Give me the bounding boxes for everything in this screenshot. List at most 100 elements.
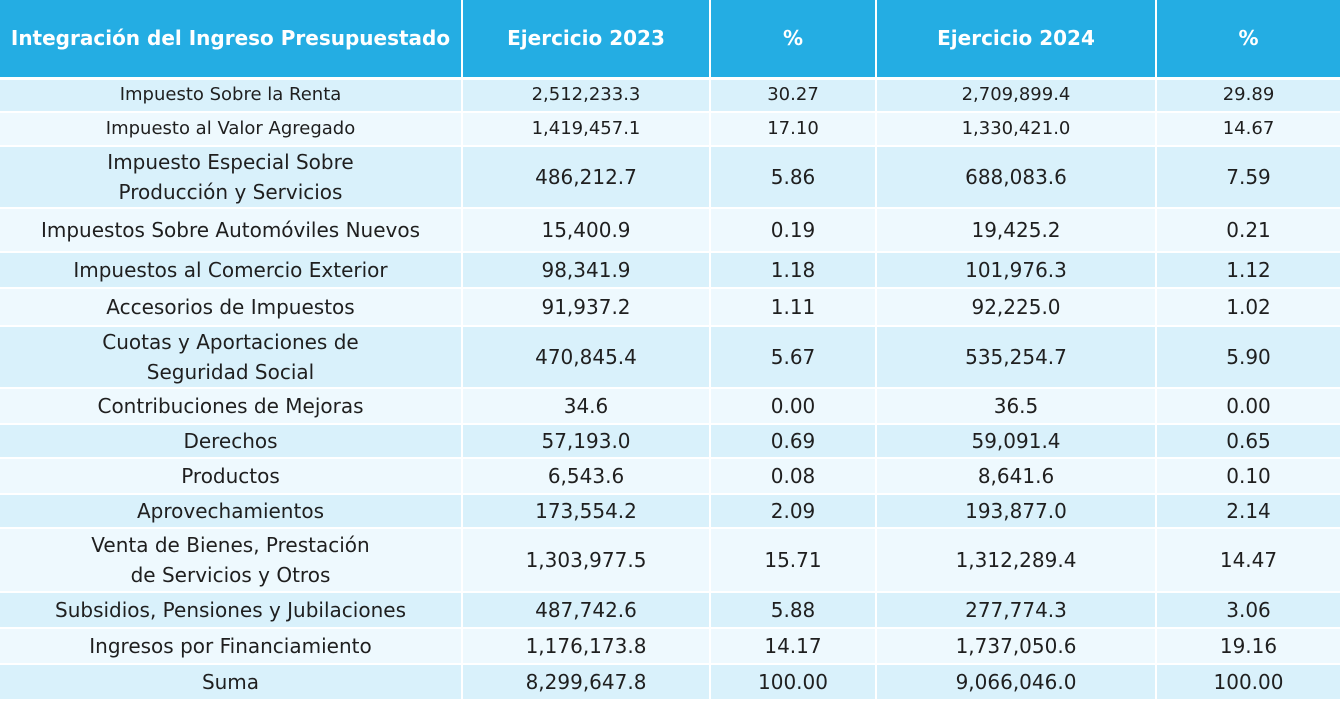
table-row: Productos 6,543.6 0.08 8,641.6 0.10 (0, 458, 1340, 495)
table-row: Aprovechamientos 173,554.2 2.09 193,877.0 2.… (0, 494, 1340, 529)
table-row: Accesorios de Impuestos 91,937.2 1.11 92,22… (0, 288, 1340, 327)
row-percent-2023: 0.69 (710, 424, 877, 459)
row-percent-2023: 17.10 (710, 112, 877, 147)
row-ejercicio-2023: 15,400.9 (462, 208, 711, 253)
row-ejercicio-2023: 91,937.2 (462, 288, 711, 327)
row-percent-2023: 100.00 (710, 664, 877, 701)
table-row: Impuesto Especial Sobre Producción y Ser… (0, 146, 1340, 209)
row-ejercicio-2024: 277,774.3 (876, 592, 1157, 629)
row-percent-2024: 14.67 (1156, 112, 1340, 147)
row-percent-2023: 5.86 (710, 146, 877, 209)
table-row: Impuestos Sobre Automóviles Nuevos 15,400… (0, 208, 1340, 253)
header-row: Integración del Ingreso Presupuestado Ej… (0, 0, 1340, 80)
row-percent-2024: 29.89 (1156, 78, 1340, 113)
row-label: Impuestos Sobre Automóviles Nuevos (0, 208, 463, 253)
row-percent-2023: 1.18 (710, 252, 877, 289)
row-ejercicio-2024: 36.5 (876, 388, 1157, 425)
row-percent-2023: 1.11 (710, 288, 877, 327)
total-row: Suma 8,299,647.8 100.00 9,066,046.0 100.00 (0, 664, 1340, 701)
row-percent-2024: 2.14 (1156, 494, 1340, 529)
row-label: Impuesto Especial Sobre Producción y Ser… (0, 146, 463, 209)
row-percent-2024: 0.10 (1156, 458, 1340, 495)
row-percent-2023: 14.17 (710, 628, 877, 665)
row-percent-2023: 0.08 (710, 458, 877, 495)
header-percent-2024: % (1156, 0, 1340, 80)
row-ejercicio-2023: 173,554.2 (462, 494, 711, 529)
row-label: Derechos (0, 424, 463, 459)
row-ejercicio-2024: 535,254.7 (876, 326, 1157, 389)
row-label: Aprovechamientos (0, 494, 463, 529)
row-percent-2024: 7.59 (1156, 146, 1340, 209)
row-label: Impuesto Sobre la Renta (0, 78, 463, 113)
row-percent-2023: 30.27 (710, 78, 877, 113)
table-row: Subsidios, Pensiones y Jubilaciones 487,7… (0, 592, 1340, 629)
row-percent-2024: 100.00 (1156, 664, 1340, 701)
table-row: Contribuciones de Mejoras 34.6 0.00 36.5 0.0… (0, 388, 1340, 425)
row-ejercicio-2023: 2,512,233.3 (462, 78, 711, 113)
row-percent-2023: 5.67 (710, 326, 877, 389)
table-row: Impuestos al Comercio Exterior 98,341.9 1.… (0, 252, 1340, 289)
row-ejercicio-2023: 57,193.0 (462, 424, 711, 459)
row-label: Accesorios de Impuestos (0, 288, 463, 327)
row-percent-2024: 5.90 (1156, 326, 1340, 389)
row-ejercicio-2024: 688,083.6 (876, 146, 1157, 209)
row-ejercicio-2024: 1,330,421.0 (876, 112, 1157, 147)
row-ejercicio-2023: 487,742.6 (462, 592, 711, 629)
row-label: Impuestos al Comercio Exterior (0, 252, 463, 289)
row-ejercicio-2023: 1,419,457.1 (462, 112, 711, 147)
row-label: Subsidios, Pensiones y Jubilaciones (0, 592, 463, 629)
row-percent-2024: 0.65 (1156, 424, 1340, 459)
row-ejercicio-2024: 8,641.6 (876, 458, 1157, 495)
row-ejercicio-2023: 1,176,173.8 (462, 628, 711, 665)
row-label: Productos (0, 458, 463, 495)
row-label: Contribuciones de Mejoras (0, 388, 463, 425)
row-percent-2024: 1.02 (1156, 288, 1340, 327)
row-ejercicio-2024: 1,312,289.4 (876, 528, 1157, 593)
row-label: Impuesto al Valor Agregado (0, 112, 463, 147)
row-label: Cuotas y Aportaciones de Seguridad Socia… (0, 326, 463, 389)
row-percent-2024: 0.00 (1156, 388, 1340, 425)
table-row: Venta de Bienes, Prestación de Servicios… (0, 528, 1340, 593)
row-ejercicio-2024: 9,066,046.0 (876, 664, 1157, 701)
row-percent-2024: 3.06 (1156, 592, 1340, 629)
row-ejercicio-2023: 470,845.4 (462, 326, 711, 389)
row-ejercicio-2024: 2,709,899.4 (876, 78, 1157, 113)
row-percent-2023: 15.71 (710, 528, 877, 593)
table-row: Impuesto al Valor Agregado 1,419,457.1 17.… (0, 112, 1340, 147)
header-percent-2023: % (710, 0, 877, 80)
row-label: Ingresos por Financiamiento (0, 628, 463, 665)
row-percent-2024: 0.21 (1156, 208, 1340, 253)
row-percent-2023: 2.09 (710, 494, 877, 529)
table-header: Integración del Ingreso Presupuestado Ej… (0, 0, 1340, 80)
row-label: Suma (0, 664, 463, 701)
row-ejercicio-2023: 34.6 (462, 388, 711, 425)
row-ejercicio-2024: 59,091.4 (876, 424, 1157, 459)
row-percent-2024: 1.12 (1156, 252, 1340, 289)
table-row: Ingresos por Financiamiento 1,176,173.8 14… (0, 628, 1340, 665)
row-ejercicio-2024: 193,877.0 (876, 494, 1157, 529)
row-percent-2024: 14.47 (1156, 528, 1340, 593)
row-ejercicio-2024: 19,425.2 (876, 208, 1157, 253)
row-percent-2023: 0.00 (710, 388, 877, 425)
row-percent-2023: 5.88 (710, 592, 877, 629)
header-ejercicio-2023: Ejercicio 2023 (462, 0, 711, 80)
table-body: Impuesto Sobre la Renta 2,512,233.3 30.27 2… (0, 78, 1340, 701)
table-row: Impuesto Sobre la Renta 2,512,233.3 30.27 2… (0, 78, 1340, 113)
row-percent-2023: 0.19 (710, 208, 877, 253)
table-row: Derechos 57,193.0 0.69 59,091.4 0.65 (0, 424, 1340, 459)
row-ejercicio-2024: 92,225.0 (876, 288, 1157, 327)
header-ejercicio-2024: Ejercicio 2024 (876, 0, 1157, 80)
row-ejercicio-2023: 486,212.7 (462, 146, 711, 209)
row-ejercicio-2023: 98,341.9 (462, 252, 711, 289)
row-ejercicio-2023: 6,543.6 (462, 458, 711, 495)
row-percent-2024: 19.16 (1156, 628, 1340, 665)
table-row: Cuotas y Aportaciones de Seguridad Socia… (0, 326, 1340, 389)
header-concept: Integración del Ingreso Presupuestado (0, 0, 463, 80)
row-ejercicio-2023: 1,303,977.5 (462, 528, 711, 593)
row-ejercicio-2024: 101,976.3 (876, 252, 1157, 289)
row-ejercicio-2024: 1,737,050.6 (876, 628, 1157, 665)
row-ejercicio-2023: 8,299,647.8 (462, 664, 711, 701)
row-label: Venta de Bienes, Prestación de Servicios… (0, 528, 463, 593)
